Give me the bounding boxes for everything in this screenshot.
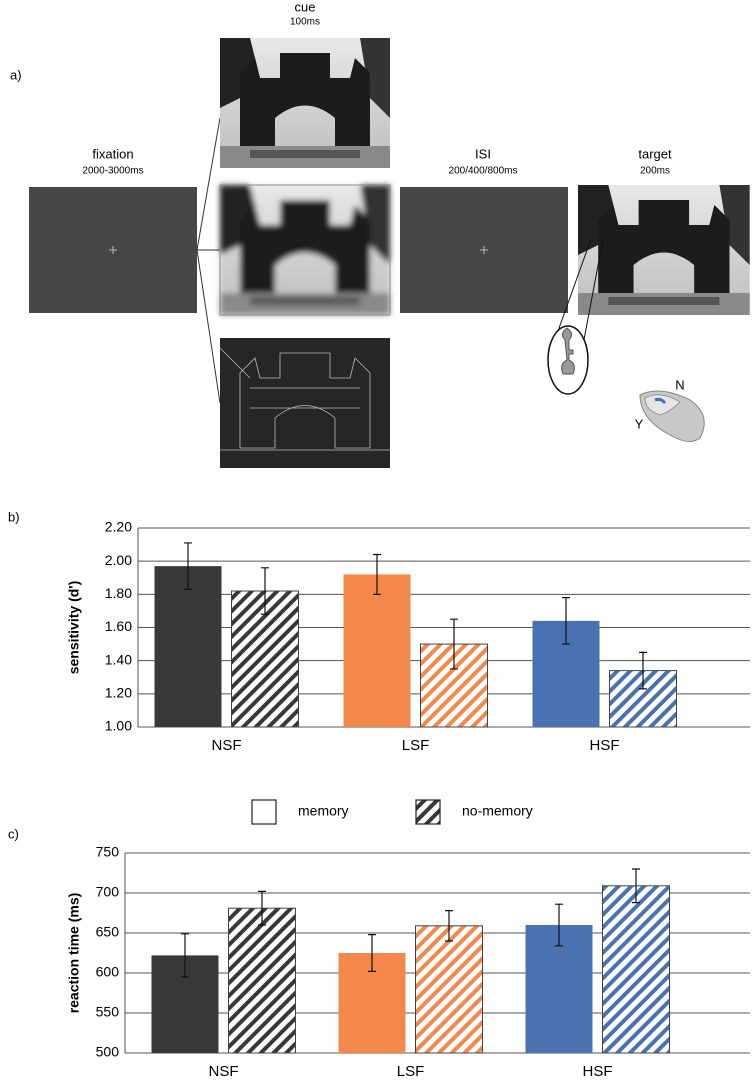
step-duration: 200ms — [640, 166, 670, 177]
y-tick-label: 1.80 — [105, 585, 132, 601]
mouse-icon — [639, 390, 705, 442]
error-bar — [639, 651, 647, 690]
y-tick-label: 600 — [96, 964, 120, 980]
step-title: fixation — [92, 146, 133, 161]
y-tick-label: 550 — [96, 1004, 120, 1020]
bar — [415, 925, 483, 1054]
bar — [343, 574, 411, 727]
cue-image — [219, 338, 390, 468]
legend-swatch — [251, 799, 277, 825]
x-tick-label: NSF — [212, 737, 242, 754]
bar — [154, 566, 222, 727]
x-tick-label: HSF — [590, 737, 620, 754]
target-image — [578, 185, 750, 315]
cue-image — [220, 38, 390, 168]
y-axis-title: sensitivity (d') — [66, 581, 82, 675]
x-tick-label: LSF — [397, 1063, 425, 1080]
error-bar — [261, 567, 269, 615]
x-tick-label: NSF — [209, 1063, 239, 1080]
y-tick-label: 650 — [96, 924, 120, 940]
legend-label: memory — [298, 803, 349, 819]
step-title: target — [638, 146, 672, 161]
y-axis-title: reaction time (ms) — [66, 893, 82, 1014]
x-tick-label: HSF — [583, 1063, 613, 1080]
zoom-line — [552, 238, 604, 346]
error-bar — [632, 868, 640, 904]
error-bar — [562, 597, 570, 645]
error-bar — [368, 934, 376, 972]
step-duration: 2000-3000ms — [82, 166, 143, 177]
error-bar — [450, 618, 458, 670]
step-title: cue — [295, 0, 316, 14]
error-bar — [445, 910, 453, 942]
y-tick-label: 500 — [96, 1044, 120, 1060]
y-tick-label: 700 — [96, 884, 120, 900]
y-tick-label: 2.20 — [105, 519, 132, 535]
error-bar — [555, 903, 563, 947]
legend-label: no-memory — [462, 803, 533, 819]
fixation-cross — [109, 246, 117, 254]
x-tick-label: LSF — [402, 737, 430, 754]
error-bar — [181, 933, 189, 978]
step-title: ISI — [475, 146, 491, 161]
y-tick-label: 2.00 — [105, 552, 132, 568]
target-marker — [589, 226, 605, 242]
bar — [602, 885, 670, 1054]
y-tick-label: 1.40 — [105, 651, 132, 667]
connector — [196, 117, 221, 404]
y-tick-label: 1.60 — [105, 618, 132, 634]
step-duration: 100ms — [290, 17, 320, 28]
panel-label: a) — [10, 67, 22, 82]
panel-label: c) — [8, 826, 19, 841]
cue-image — [219, 184, 391, 316]
mouse-button: N — [675, 377, 684, 392]
error-bar — [184, 542, 192, 590]
fixation-cross — [480, 246, 488, 254]
key-icon — [561, 327, 575, 375]
error-bar — [258, 890, 266, 926]
bar — [228, 907, 296, 1054]
legend-swatch — [415, 799, 441, 825]
y-tick-label: 1.00 — [105, 718, 132, 734]
error-bar — [373, 553, 381, 595]
y-tick-label: 750 — [96, 844, 120, 860]
y-tick-label: 1.20 — [105, 685, 132, 701]
mouse-button: Y — [635, 416, 644, 431]
panel-label: b) — [8, 509, 20, 524]
step-duration: 200/400/800ms — [449, 166, 518, 177]
